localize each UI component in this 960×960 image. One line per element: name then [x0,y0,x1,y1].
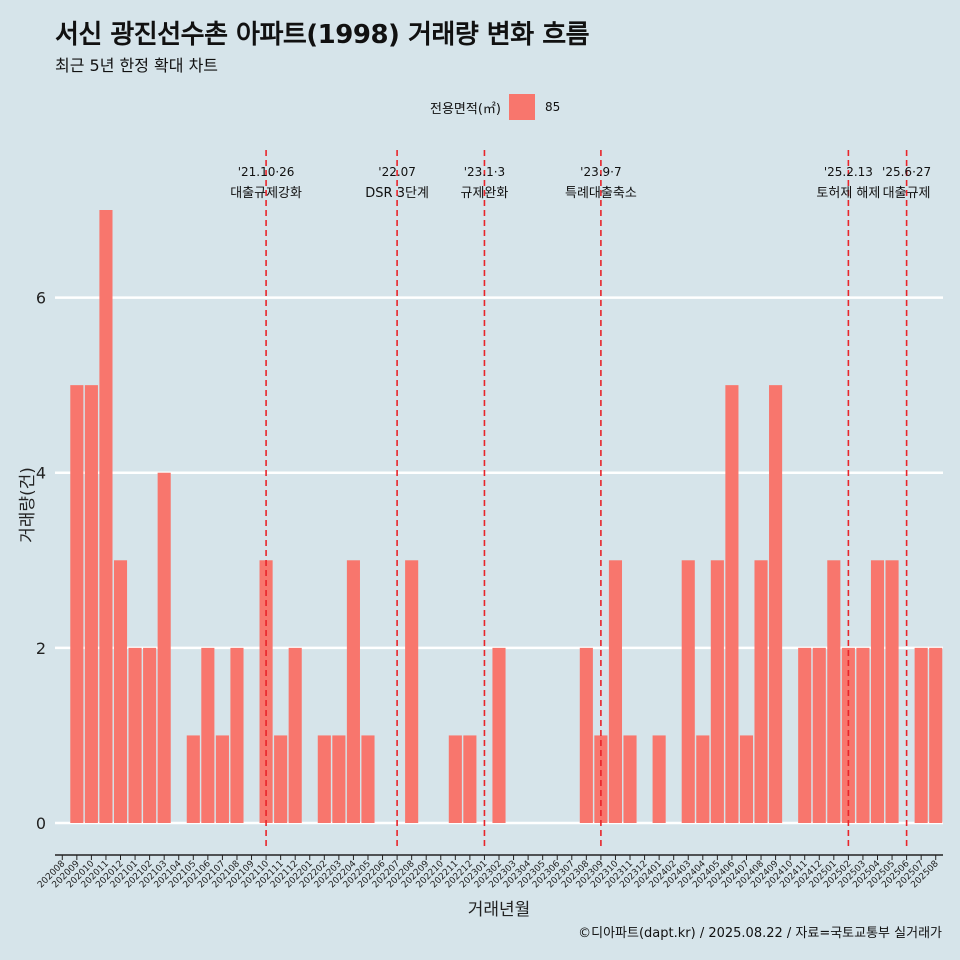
bar [405,560,419,823]
bar [288,647,302,823]
source-caption: ©디아파트(dapt.kr) / 2025.08.22 / 자료=국토교통부 실… [578,926,942,941]
bar [113,560,128,823]
legend-title: 전용면적(㎡) [430,101,501,117]
bar [754,560,768,823]
bar [885,560,899,823]
bar [769,385,783,823]
bar [157,472,171,823]
event-name-label: 특례대출축소 [565,186,637,201]
bar [579,647,593,823]
event-name-label: DSR 3단계 [365,186,429,201]
bar [274,735,288,823]
event-date-label: '22.07 [378,165,416,179]
bar [128,647,142,823]
bar [492,647,506,823]
bar [463,735,477,823]
bar [594,735,608,823]
bar [143,647,157,823]
bar [99,210,113,823]
x-axis-title: 거래년월 [468,900,531,920]
bar [870,560,885,823]
event-name-label: 토허제 해제 [816,186,880,201]
event-date-label: '23.1·3 [464,165,505,179]
event-date-label: '23.9·7 [580,165,621,179]
y-tick-label: 4 [36,464,46,483]
bar [798,647,812,823]
chart-subtitle: 최근 5년 한정 확대 차트 [55,56,219,75]
event-name-label: 대출규제 [883,186,931,201]
bar [827,560,841,823]
event-date-label: '25.6·27 [882,165,931,179]
bar [812,647,826,823]
bar [332,735,346,823]
chart-title: 서신 광진선수촌 아파트(1998) 거래량 변화 흐름 [55,20,590,50]
bar [856,647,870,823]
bar [186,735,200,823]
legend-color-key [508,94,535,120]
bar [361,735,375,823]
bar [346,560,360,823]
event-date-label: '25.2.13 [824,165,873,179]
bar [652,735,666,823]
bar [230,647,244,823]
bar [215,735,229,823]
bar [914,647,928,823]
bar [201,647,215,823]
y-tick-label: 2 [36,639,46,658]
bar [739,735,754,823]
event-date-label: '21.10·26 [238,165,295,179]
event-name-label: 규제완화 [461,186,509,201]
legend-item-label: 85 [544,100,561,114]
bar [448,735,462,823]
bar [317,735,331,823]
legend: 전용면적(㎡) 85 [430,94,560,120]
bar [696,735,710,823]
bar [608,560,623,823]
bar [84,385,98,823]
bar [70,385,84,823]
event-name-label: 대출규제강화 [230,186,302,201]
y-tick-label: 0 [36,814,46,833]
bar [623,735,637,823]
bar [725,385,739,823]
bar [681,560,695,823]
y-axis-title: 거래량(건) [18,467,38,543]
bar [929,647,943,823]
bar [710,560,724,823]
y-tick-label: 6 [36,289,46,308]
